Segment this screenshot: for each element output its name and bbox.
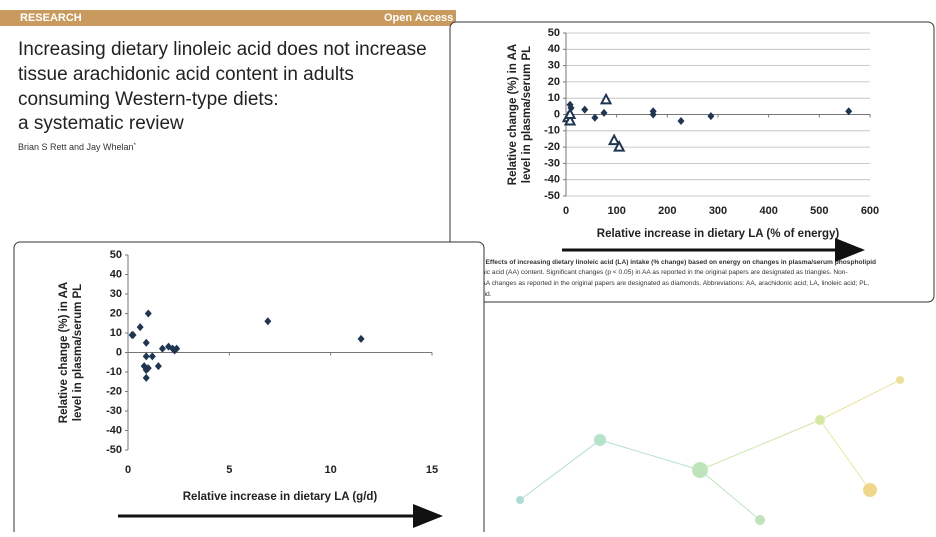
author-mark: * [134, 143, 137, 149]
x-tick-label: 500 [810, 205, 828, 217]
decor-line [699, 419, 821, 471]
x-tick-label: 10 [325, 464, 337, 476]
decor-node [815, 415, 825, 425]
authors: Brian S Rett and Jay Whelan* [18, 142, 137, 152]
caption-line: lipid. [478, 291, 492, 298]
y-tick-label: 50 [548, 27, 560, 39]
y-tick-label: -20 [106, 385, 122, 397]
y-tick-label: 30 [548, 60, 560, 72]
y-tick-label: -20 [544, 141, 560, 153]
panel-top [449, 21, 935, 303]
y-tick-label: 40 [110, 268, 122, 280]
point [142, 352, 150, 361]
y-tick-label: 0 [554, 108, 560, 120]
point [563, 113, 577, 126]
y-axis-title: level in plasma/serum PL [521, 46, 533, 183]
y-tick-label: 50 [110, 249, 122, 261]
point [142, 338, 150, 347]
decor-line [699, 469, 761, 521]
point [173, 344, 181, 353]
y-tick-label: 40 [548, 43, 560, 55]
decor-node [692, 462, 708, 478]
point [649, 110, 657, 119]
y-tick-label: 20 [110, 307, 122, 319]
y-tick-label: 20 [548, 76, 560, 88]
caption-line: onic acid (AA) content. Significant chan… [478, 269, 848, 276]
decor-node [755, 515, 765, 525]
decor-line [819, 379, 901, 421]
point [148, 352, 156, 361]
decor-node [896, 376, 904, 384]
point [707, 112, 715, 121]
point [599, 92, 613, 105]
point [677, 117, 685, 126]
x-tick-label: 0 [125, 464, 131, 476]
y-tick-label: 10 [548, 92, 560, 104]
y-axis-title: Relative change (%) in AA [507, 44, 519, 185]
y-axis-title: Relative change (%) in AA [58, 282, 70, 423]
x-tick-label: 400 [759, 205, 777, 217]
y-tick-label: -50 [544, 190, 560, 202]
article-title: Increasing dietary linoleic acid does no… [18, 39, 427, 60]
decor-line [819, 419, 871, 491]
caption-line: 3 Effects of increasing dietary linoleic… [480, 259, 876, 266]
y-tick-label: -30 [544, 157, 560, 169]
y-tick-label: 10 [110, 327, 122, 339]
point [591, 113, 599, 122]
point [154, 362, 162, 371]
x-tick-label: 100 [607, 205, 625, 217]
point [563, 107, 577, 119]
point [129, 330, 137, 339]
point [357, 334, 365, 343]
y-tick-label: -10 [544, 125, 560, 137]
x-tick-label: 200 [658, 205, 676, 217]
y-axis-title: level in plasma/serum PL [72, 284, 84, 421]
caption-line: t AA changes as reported in the original… [478, 280, 869, 287]
point [845, 107, 853, 116]
x-axis-title: Relative increase in dietary LA (g/d) [183, 491, 378, 503]
decor-line [519, 439, 601, 501]
point [607, 133, 621, 146]
decor-node [863, 483, 877, 497]
decor-line [599, 439, 701, 471]
y-tick-label: 30 [110, 288, 122, 300]
decor-node [594, 434, 606, 446]
decor-node [516, 496, 524, 504]
point [581, 105, 589, 114]
point [613, 139, 626, 152]
network-decoration [516, 376, 904, 525]
point [142, 373, 150, 382]
point [158, 344, 166, 353]
article-title: tissue arachidonic acid content in adult… [18, 64, 354, 85]
x-tick-label: 5 [226, 464, 232, 476]
y-tick-label: 0 [116, 346, 122, 358]
y-tick-label: -40 [106, 424, 122, 436]
x-axis-title: Relative increase in dietary LA (% of en… [597, 228, 840, 240]
point [264, 317, 272, 326]
point [144, 309, 152, 318]
article-title: a systematic review [18, 113, 184, 134]
access-label: Open Access [384, 12, 453, 24]
point [600, 108, 608, 117]
x-tick-label: 600 [861, 205, 879, 217]
y-tick-label: -10 [106, 366, 122, 378]
point [144, 364, 152, 373]
banner [0, 10, 456, 26]
article-title: consuming Western-type diets: [18, 89, 279, 110]
chart-bottom: -50 -40 -30 -20 -10 0 10 20 30 40 50 0 5 10 15 Relative… [58, 249, 438, 503]
y-tick-label: -40 [544, 174, 560, 186]
banner-label: RESEARCH [20, 12, 82, 24]
y-tick-label: -30 [106, 405, 122, 417]
panel-bottom [13, 241, 485, 537]
y-tick-label: -50 [106, 444, 122, 456]
author-names: Brian S Rett and Jay Whelan [18, 142, 134, 152]
x-tick-label: 300 [709, 205, 727, 217]
point [136, 323, 144, 332]
x-tick-label: 15 [426, 464, 438, 476]
x-tick-label: 0 [563, 205, 569, 217]
